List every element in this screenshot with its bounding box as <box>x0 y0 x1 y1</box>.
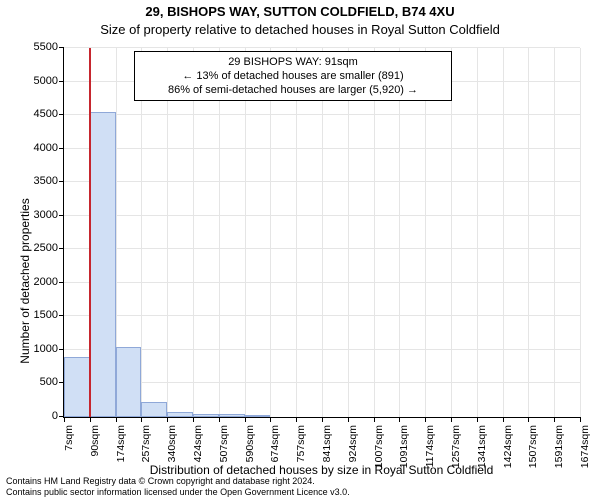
gridline-v <box>554 48 555 417</box>
histogram-bar <box>116 347 142 417</box>
footer-line-2: Contains public sector information licen… <box>6 487 350 498</box>
x-axis-title: Distribution of detached houses by size … <box>63 463 580 477</box>
y-tick <box>59 114 64 115</box>
y-tick <box>59 215 64 216</box>
gridline-v <box>193 48 194 417</box>
gridline-v <box>399 48 400 417</box>
histogram-bar <box>90 112 116 417</box>
annotation-line-1: 29 BISHOPS WAY: 91sqm <box>143 55 443 69</box>
y-tick <box>59 349 64 350</box>
y-tick <box>59 315 64 316</box>
annotation-box: 29 BISHOPS WAY: 91sqm← 13% of detached h… <box>134 51 452 101</box>
figure-title-desc: Size of property relative to detached ho… <box>0 22 600 37</box>
histogram-bar <box>64 357 90 417</box>
x-tick <box>90 417 91 422</box>
gridline-v <box>141 48 142 417</box>
y-tick-label: 3000 <box>18 210 58 221</box>
gridline-v <box>322 48 323 417</box>
x-tick <box>64 417 65 422</box>
y-tick-label: 3500 <box>18 176 58 187</box>
footer-attribution: Contains HM Land Registry data © Crown c… <box>6 476 350 498</box>
histogram-bar <box>245 415 271 417</box>
footer-line-1: Contains HM Land Registry data © Crown c… <box>6 476 350 487</box>
histogram-bar <box>193 414 219 417</box>
figure-root: 29, BISHOPS WAY, SUTTON COLDFIELD, B74 4… <box>0 0 600 500</box>
y-tick-label: 5500 <box>18 42 58 53</box>
y-tick-label: 2500 <box>18 243 58 254</box>
annotation-line-2: ← 13% of detached houses are smaller (89… <box>143 69 443 83</box>
gridline-v <box>270 48 271 417</box>
histogram-plot: 29 BISHOPS WAY: 91sqm← 13% of detached h… <box>63 48 580 418</box>
histogram-bar <box>167 412 193 417</box>
gridline-v <box>451 48 452 417</box>
x-tick <box>503 417 504 422</box>
gridline-v <box>528 48 529 417</box>
x-tick <box>554 417 555 422</box>
y-tick-label: 1000 <box>18 344 58 355</box>
gridline-v <box>245 48 246 417</box>
x-tick <box>141 417 142 422</box>
marker-line <box>89 48 91 417</box>
y-tick-label: 1500 <box>18 310 58 321</box>
y-tick-label: 0 <box>18 411 58 422</box>
gridline-v <box>477 48 478 417</box>
histogram-bar <box>219 414 245 417</box>
x-tick <box>270 417 271 422</box>
x-tick <box>219 417 220 422</box>
gridline-v <box>219 48 220 417</box>
y-tick <box>59 81 64 82</box>
annotation-line-3: 86% of semi-detached houses are larger (… <box>143 83 443 97</box>
y-tick <box>59 248 64 249</box>
y-tick-label: 2000 <box>18 277 58 288</box>
gridline-v <box>580 48 581 417</box>
y-tick-label: 4500 <box>18 109 58 120</box>
x-tick <box>425 417 426 422</box>
x-tick <box>116 417 117 422</box>
x-tick <box>374 417 375 422</box>
gridline-v <box>374 48 375 417</box>
x-tick <box>528 417 529 422</box>
x-tick-label: 1674sqm <box>579 425 591 475</box>
y-tick-label: 5000 <box>18 76 58 87</box>
y-tick-label: 4000 <box>18 143 58 154</box>
gridline-v <box>348 48 349 417</box>
x-tick <box>399 417 400 422</box>
x-tick <box>477 417 478 422</box>
y-tick <box>59 47 64 48</box>
x-tick <box>245 417 246 422</box>
x-tick <box>296 417 297 422</box>
gridline-v <box>503 48 504 417</box>
gridline-v <box>425 48 426 417</box>
histogram-bar <box>141 402 167 417</box>
figure-title-address: 29, BISHOPS WAY, SUTTON COLDFIELD, B74 4… <box>0 4 600 19</box>
y-tick <box>59 282 64 283</box>
x-tick <box>193 417 194 422</box>
x-tick <box>348 417 349 422</box>
x-tick <box>451 417 452 422</box>
x-tick <box>167 417 168 422</box>
x-tick <box>322 417 323 422</box>
y-tick <box>59 148 64 149</box>
x-tick <box>580 417 581 422</box>
y-tick-label: 500 <box>18 377 58 388</box>
y-tick <box>59 181 64 182</box>
gridline-v <box>296 48 297 417</box>
gridline-v <box>167 48 168 417</box>
